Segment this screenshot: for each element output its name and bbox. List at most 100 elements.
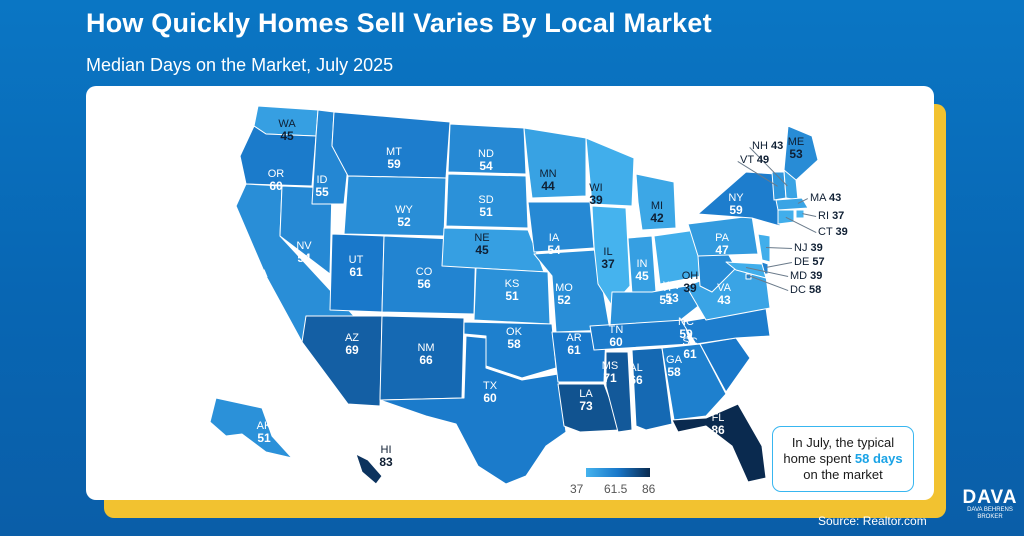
state-days: 45 xyxy=(475,243,489,257)
state-abbr: NJ xyxy=(794,242,811,254)
state-label-co: CO 56 xyxy=(404,266,444,290)
state-ga xyxy=(661,343,727,421)
state-label-wa: WA 45 xyxy=(267,118,307,142)
state-label-wv: WV 53 xyxy=(652,280,692,304)
state-days: 56 xyxy=(417,277,431,291)
logo-line2: BROKER xyxy=(977,514,1003,520)
state-label-ct: CT 39 xyxy=(818,226,848,238)
state-days: 54 xyxy=(547,243,561,257)
state-abbr: WI xyxy=(589,182,603,194)
state-abbr: MI xyxy=(650,200,664,212)
state-abbr: NH xyxy=(752,140,771,152)
state-pa xyxy=(687,215,759,257)
state-abbr: UT xyxy=(348,254,364,266)
brand-logo: DAVA DAVA BEHRENS BROKER xyxy=(960,488,1020,521)
callout-highlight: 58 days xyxy=(854,451,903,466)
state-abbr: NY xyxy=(728,192,744,204)
us-map xyxy=(209,105,819,485)
state-mo xyxy=(533,249,611,333)
callout-line1: In July, the typical xyxy=(791,435,895,450)
state-label-ne: NE 45 xyxy=(462,232,502,256)
state-days: 39 xyxy=(835,226,848,238)
state-label-tn: TN 60 xyxy=(596,324,636,348)
state-abbr: LA xyxy=(579,388,593,400)
state-days: 49 xyxy=(756,154,770,166)
state-days: 55 xyxy=(315,185,329,199)
state-days: 66 xyxy=(629,373,643,387)
state-days: 69 xyxy=(345,343,359,357)
source-note: Source: Realtor.com xyxy=(818,514,927,528)
state-days: 61 xyxy=(567,343,581,357)
state-abbr: IN xyxy=(636,258,648,270)
state-ms xyxy=(605,351,633,433)
state-label-oh: OH 39 xyxy=(670,270,710,294)
state-label-sd: SD 51 xyxy=(466,194,506,218)
state-abbr: WY xyxy=(395,204,413,216)
state-label-az: AZ 69 xyxy=(332,332,372,356)
state-days: 51 xyxy=(505,289,519,303)
map-card: WA 45 OR 60 CA 52 ID 55 NV 54 MT 59 WY 52 UT 61 AZ 69 CO 56… xyxy=(86,86,934,500)
state-label-ky: KY 51 xyxy=(646,282,686,306)
state-abbr: DC xyxy=(790,284,809,296)
state-abbr: OH xyxy=(681,270,699,282)
state-me xyxy=(783,125,819,183)
state-label-in: IN 45 xyxy=(622,258,662,282)
state-days: 43 xyxy=(770,140,784,152)
state-abbr: FL xyxy=(711,412,725,424)
state-label-nd: ND 54 xyxy=(466,148,506,172)
info-callout: In July, the typical home spent 58 days … xyxy=(772,426,914,492)
state-nj xyxy=(757,233,771,263)
state-label-va: VA 43 xyxy=(704,282,744,306)
state-label-ut: UT 61 xyxy=(336,254,376,278)
state-abbr: AL xyxy=(629,362,643,374)
state-days: 51 xyxy=(257,431,271,445)
state-days: 60 xyxy=(483,391,497,405)
state-days: 86 xyxy=(711,423,725,437)
state-label-fl: FL 86 xyxy=(698,412,738,436)
state-days: 58 xyxy=(507,337,521,351)
state-days: 52 xyxy=(557,293,571,307)
state-days: 51 xyxy=(659,293,673,307)
state-days: 52 xyxy=(253,279,267,293)
legend-min: 37 xyxy=(570,482,584,496)
state-ar xyxy=(551,331,607,383)
state-abbr: SD xyxy=(478,194,494,206)
state-label-de: DE 57 xyxy=(794,256,825,268)
state-label-id: ID 55 xyxy=(302,174,342,198)
callout-line2-text: home spent xyxy=(783,451,852,466)
state-abbr: NC xyxy=(678,316,694,328)
logo-line1: DAVA BEHRENS xyxy=(967,507,1013,513)
state-abbr: VT xyxy=(740,154,757,166)
state-label-dc: DC 58 xyxy=(790,284,821,296)
state-abbr: ME xyxy=(787,136,805,148)
state-label-ak: AK 51 xyxy=(244,420,284,444)
state-days: 71 xyxy=(603,371,617,385)
state-label-ms: MS 71 xyxy=(590,360,630,384)
state-days: 39 xyxy=(589,193,603,207)
state-label-nm: NM 66 xyxy=(406,342,446,366)
state-label-nv: NV 54 xyxy=(284,240,324,264)
state-abbr: DE xyxy=(794,256,813,268)
state-abbr: MN xyxy=(539,168,557,180)
state-abbr: MA xyxy=(810,192,829,204)
state-abbr: IL xyxy=(603,246,613,258)
state-fl xyxy=(671,403,767,483)
state-abbr: NM xyxy=(417,342,435,354)
state-label-ri: RI 37 xyxy=(818,210,844,222)
state-abbr: VA xyxy=(717,282,731,294)
state-abbr: WA xyxy=(278,118,296,130)
state-days: 45 xyxy=(280,129,294,143)
state-label-hi: HI 83 xyxy=(366,444,406,468)
state-days: 39 xyxy=(810,242,823,254)
state-abbr: ND xyxy=(478,148,494,160)
page-subtitle: Median Days on the Market, July 2025 xyxy=(86,55,394,75)
state-days: 59 xyxy=(387,157,401,171)
state-abbr: KY xyxy=(658,282,674,294)
state-abbr: KS xyxy=(504,278,520,290)
state-label-mn: MN 44 xyxy=(528,168,568,192)
state-label-ga: GA 58 xyxy=(654,354,694,378)
state-label-nc: NC 59 xyxy=(666,316,706,340)
state-days: 58 xyxy=(808,284,822,296)
state-sd xyxy=(445,173,529,229)
callout-line2: home spent 58 days xyxy=(773,451,913,467)
